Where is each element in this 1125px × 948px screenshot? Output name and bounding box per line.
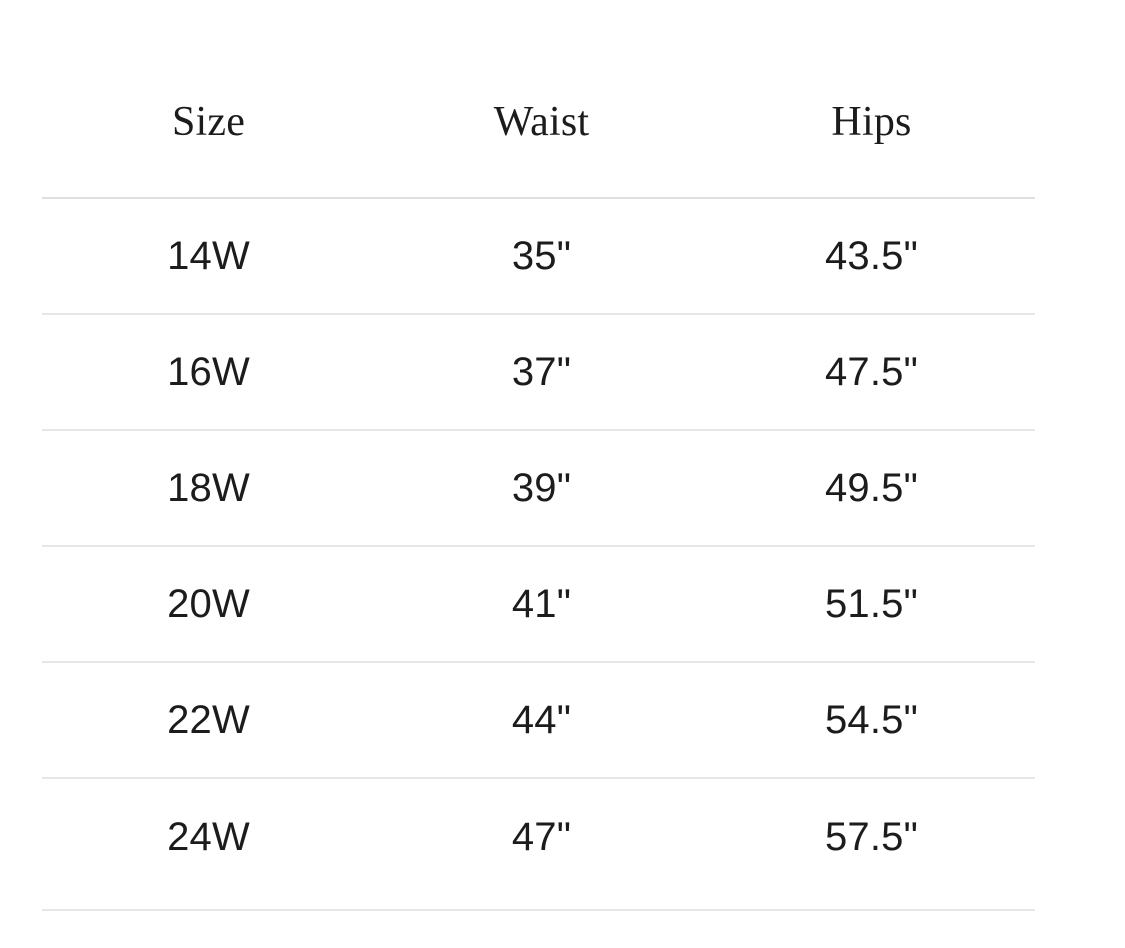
cell-hips: 47.5" [708, 314, 1035, 431]
cell-hips: 51.5" [708, 546, 1035, 663]
column-header-size: Size [42, 0, 375, 199]
size-chart-table: Size Waist Hips 14W 35" 43.5" 16W 37" 47… [42, 0, 1035, 911]
cell-hips: 43.5" [708, 198, 1035, 315]
cell-size: 18W [42, 430, 375, 547]
table-row: 14W 35" 43.5" [42, 198, 1035, 315]
cell-size: 20W [42, 546, 375, 663]
cell-waist: 41" [375, 546, 708, 663]
cell-size: 22W [42, 662, 375, 779]
table-row: 24W 47" 57.5" [42, 778, 1035, 911]
column-header-hips: Hips [708, 0, 1035, 199]
cell-waist: 35" [375, 198, 708, 315]
cell-waist: 47" [375, 778, 708, 911]
cell-waist: 44" [375, 662, 708, 779]
table-row: 16W 37" 47.5" [42, 314, 1035, 431]
table-row: 18W 39" 49.5" [42, 430, 1035, 547]
cell-size: 24W [42, 778, 375, 911]
table-row: 22W 44" 54.5" [42, 662, 1035, 779]
cell-hips: 57.5" [708, 778, 1035, 911]
table-header: Size Waist Hips [42, 0, 1035, 199]
cell-waist: 37" [375, 314, 708, 431]
cell-size: 16W [42, 314, 375, 431]
cell-hips: 49.5" [708, 430, 1035, 547]
cell-hips: 54.5" [708, 662, 1035, 779]
cell-size: 14W [42, 198, 375, 315]
table-body: 14W 35" 43.5" 16W 37" 47.5" 18W 39" 49.5… [42, 198, 1035, 911]
header-row: Size Waist Hips [42, 0, 1035, 199]
column-header-waist: Waist [375, 0, 708, 199]
cell-waist: 39" [375, 430, 708, 547]
table-row: 20W 41" 51.5" [42, 546, 1035, 663]
